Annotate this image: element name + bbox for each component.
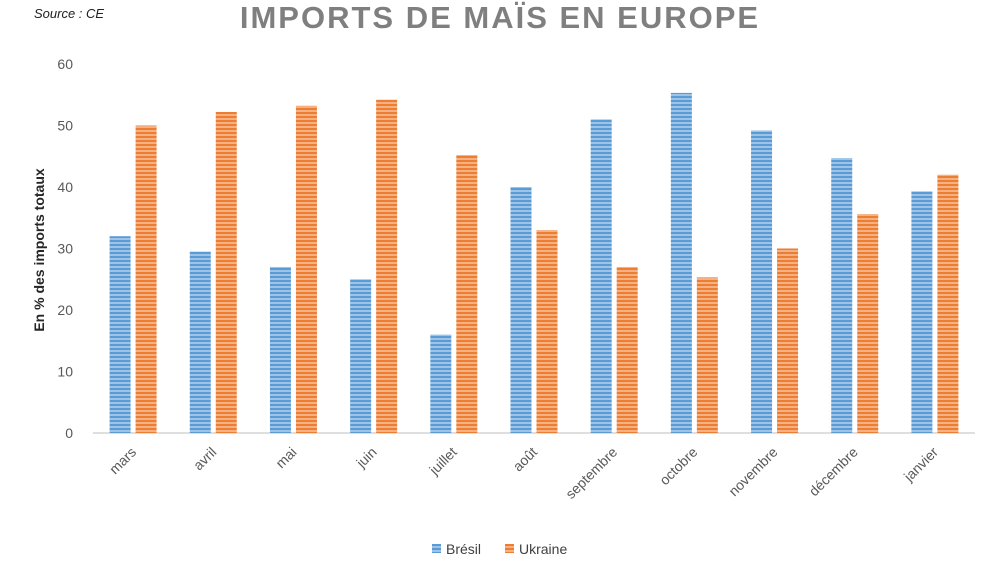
y-tick-label: 60 bbox=[57, 56, 73, 72]
x-tick-label: décembre bbox=[806, 444, 861, 499]
bars-group bbox=[109, 92, 959, 434]
x-tick-label: août bbox=[510, 444, 541, 475]
bar-ukraine bbox=[857, 214, 879, 433]
bar-bresil bbox=[670, 92, 692, 433]
bar-bresil bbox=[510, 187, 532, 433]
bar-bresil bbox=[751, 130, 773, 434]
bar-bresil bbox=[430, 334, 452, 433]
x-tick-label: mars bbox=[106, 444, 139, 477]
y-tick-label: 30 bbox=[57, 241, 73, 257]
bar-bresil bbox=[189, 251, 211, 433]
source-note: Source : CE bbox=[34, 6, 105, 21]
x-tick-label: novembre bbox=[725, 444, 780, 499]
y-tick-label: 40 bbox=[57, 179, 73, 195]
legend-label: Ukraine bbox=[519, 541, 567, 557]
x-tick-label: janvier bbox=[900, 444, 941, 485]
bar-ukraine bbox=[536, 230, 558, 433]
bar-ukraine bbox=[777, 248, 799, 433]
y-axis-label: En % des imports totaux bbox=[31, 168, 47, 332]
bar-ukraine bbox=[456, 155, 478, 433]
bar-bresil bbox=[911, 191, 933, 433]
y-tick-label: 20 bbox=[57, 302, 73, 318]
y-axis-ticks: 0 10 20 30 40 50 60 bbox=[57, 56, 73, 441]
chart-title: IMPORTS DE MAÏS EN EUROPE bbox=[239, 0, 761, 35]
legend-swatch bbox=[505, 544, 514, 553]
bar-ukraine bbox=[696, 277, 718, 433]
legend-swatch bbox=[432, 544, 441, 553]
x-tick-label: avril bbox=[190, 444, 219, 473]
legend: Brésil Ukraine bbox=[432, 541, 567, 557]
bar-bresil bbox=[269, 266, 291, 433]
y-tick-label: 50 bbox=[57, 118, 73, 134]
bar-ukraine bbox=[616, 266, 638, 433]
bar-ukraine bbox=[295, 105, 317, 433]
x-tick-label: mai bbox=[272, 444, 299, 471]
x-tick-label: juin bbox=[352, 444, 379, 471]
legend-label: Brésil bbox=[446, 541, 481, 557]
y-tick-label: 10 bbox=[57, 364, 73, 380]
bar-ukraine bbox=[135, 125, 157, 433]
bar-ukraine bbox=[376, 99, 398, 434]
bar-bresil bbox=[109, 236, 131, 433]
bar-bresil bbox=[590, 119, 612, 433]
x-tick-label: juillet bbox=[425, 444, 460, 479]
category-labels: mars avril mai juin juillet août septembre octo… bbox=[106, 444, 941, 502]
bar-ukraine bbox=[215, 111, 237, 433]
y-tick-label: 0 bbox=[65, 425, 73, 441]
bar-ukraine bbox=[937, 174, 959, 433]
x-tick-label: octobre bbox=[656, 444, 700, 488]
bar-bresil bbox=[350, 279, 372, 433]
x-tick-label: septembre bbox=[562, 444, 620, 502]
bar-bresil bbox=[831, 158, 853, 433]
